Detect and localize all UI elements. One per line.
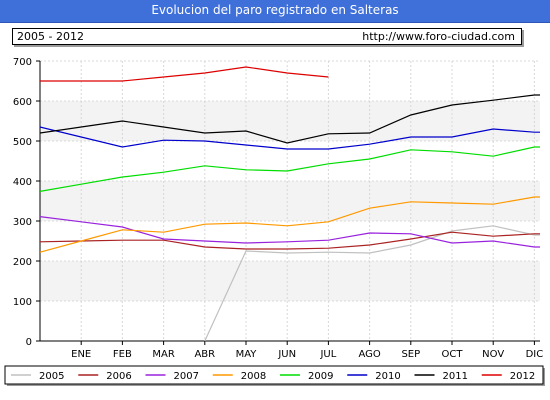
series-line-2007 — [39, 216, 540, 248]
series-line-2009 — [39, 146, 540, 192]
y-tick-label: 100 — [13, 297, 32, 308]
legend-label-2008: 2008 — [241, 371, 266, 382]
period-label: 2005 - 2012 — [17, 30, 84, 43]
series-line-2008 — [39, 196, 540, 253]
x-tick-label: JUL — [319, 349, 336, 360]
series-line-2012 — [40, 66, 329, 82]
y-tick-label: 400 — [13, 177, 32, 188]
series-line-2011 — [39, 94, 540, 144]
legend-label-2005: 2005 — [39, 371, 64, 382]
legend-label-2011: 2011 — [443, 371, 468, 382]
chart-title: Evolucion del paro registrado en Saltera… — [151, 3, 399, 17]
y-tick-label: 500 — [13, 137, 32, 148]
legend-label-2010: 2010 — [375, 371, 400, 382]
y-tick-label: 600 — [13, 97, 32, 108]
title-bar: Evolucion del paro registrado en Saltera… — [0, 0, 550, 23]
x-tick-label: NOV — [482, 349, 504, 360]
x-tick-label: FEB — [113, 349, 132, 360]
x-tick-label: ABR — [194, 349, 215, 360]
y-tick-label: 700 — [13, 57, 32, 68]
series-line-2010 — [39, 126, 540, 150]
series-line-2005 — [204, 225, 540, 342]
x-tick-label: OCT — [442, 349, 464, 360]
legend-label-2007: 2007 — [174, 371, 199, 382]
legend-label-2009: 2009 — [308, 371, 333, 382]
y-tick-label: 300 — [13, 217, 32, 228]
legend-label-2012: 2012 — [510, 371, 535, 382]
plot-band — [40, 181, 540, 221]
x-tick-label: MAR — [152, 349, 174, 360]
x-tick-label: SEP — [401, 349, 420, 360]
legend-label-2006: 2006 — [106, 371, 131, 382]
source-url[interactable]: http://www.foro-ciudad.com — [362, 30, 515, 43]
x-tick-label: MAY — [236, 349, 258, 360]
x-tick-label: DIC — [526, 349, 544, 360]
series-line-2006 — [39, 231, 540, 250]
legend-box — [4, 365, 544, 385]
x-tick-label: ENE — [71, 349, 91, 360]
info-box: 2005 - 2012 http://www.foro-ciudad.com — [12, 28, 522, 45]
plot-band — [40, 261, 540, 301]
x-tick-label: AGO — [358, 349, 380, 360]
x-tick-label: JUN — [277, 349, 296, 360]
y-tick-label: 0 — [26, 337, 32, 348]
y-tick-label: 200 — [13, 257, 32, 268]
